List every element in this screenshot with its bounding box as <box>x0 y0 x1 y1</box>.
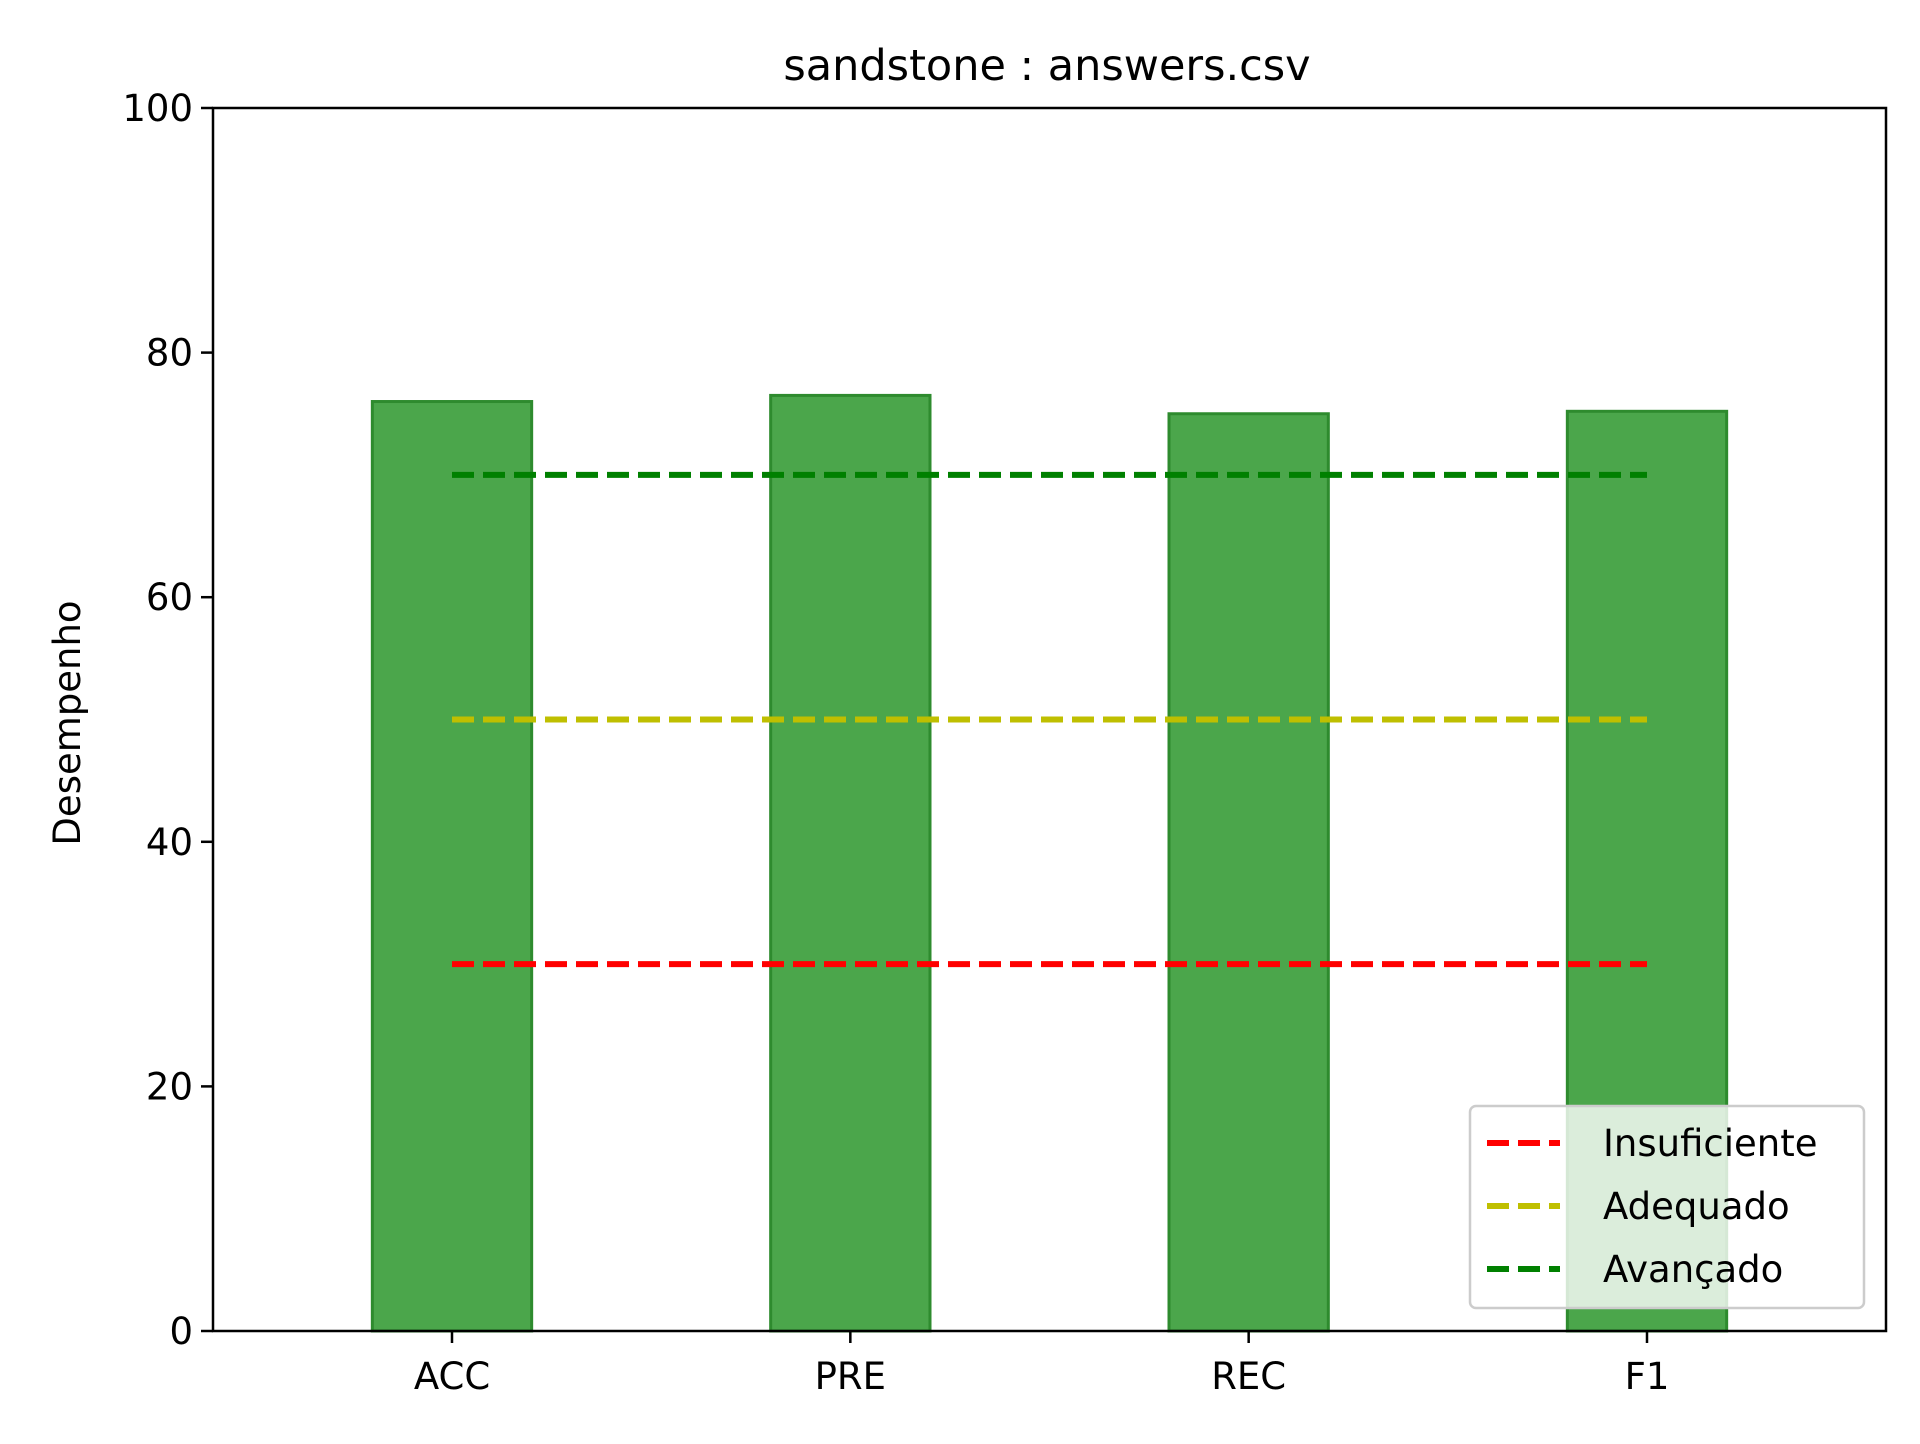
y-tick-label: 40 <box>146 821 193 864</box>
chart-title: sandstone : answers.csv <box>783 41 1310 91</box>
x-tick-label: ACC <box>414 1355 490 1398</box>
y-tick-label: 80 <box>146 332 193 375</box>
x-tick-label: F1 <box>1625 1355 1670 1398</box>
x-tick-label: PRE <box>815 1355 886 1398</box>
bar-rec <box>1167 412 1330 1333</box>
legend-label: Avançado <box>1603 1248 1783 1291</box>
y-tick-label: 0 <box>169 1310 193 1353</box>
y-tick-label: 60 <box>146 576 193 619</box>
bar-acc <box>370 400 534 1333</box>
plot-frame <box>211 106 1888 1333</box>
x-tick-label: REC <box>1211 1355 1286 1398</box>
y-tick-label: 20 <box>146 1065 193 1108</box>
legend-label: Adequado <box>1603 1185 1790 1228</box>
y-axis-label: Desempenho <box>46 600 89 845</box>
plot-area: 0 20 40 60 80 100 ACC PRE REC F1 Insuficiente Adequ… <box>122 87 1888 1398</box>
legend-label: Insuficiente <box>1603 1122 1818 1165</box>
y-tick-label: 100 <box>122 87 193 130</box>
bar-pre <box>769 393 932 1333</box>
legend-box <box>1468 1104 1866 1310</box>
